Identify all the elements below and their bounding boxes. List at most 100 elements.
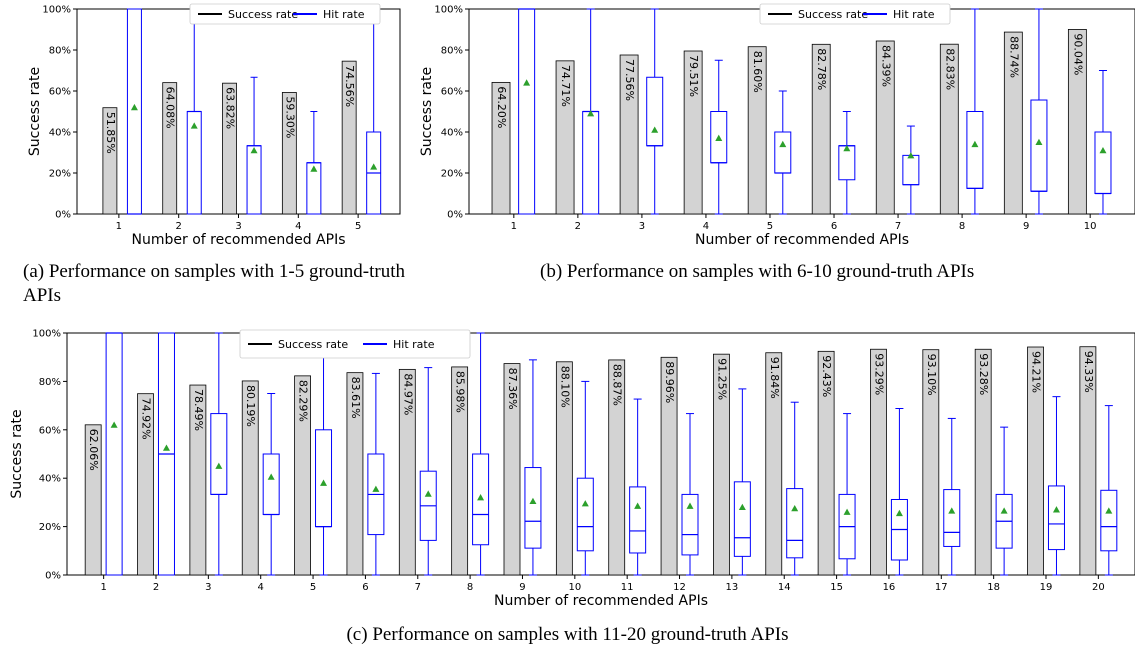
x-tick-label: 9 [1023,221,1029,232]
success-bar [608,359,626,576]
hit-mean-marker [895,509,903,517]
caption-b: (b) Performance on samples with 6-10 gro… [540,260,1120,284]
success-bar [491,81,511,215]
hit-mean-marker [310,165,318,172]
x-tick-label: 4 [703,221,709,232]
bar-value-label: 91.25% [715,358,728,400]
x-axis-label: Number of recommended APIs [494,593,708,609]
success-bar [660,356,678,576]
hit-mean-marker [320,479,328,486]
x-tick-label: 1 [511,221,517,232]
bar-value-label: 88.10% [558,366,571,408]
bar-value-label: 81.60% [751,51,764,93]
hit-mean-marker [1000,507,1008,514]
success-bar [875,40,895,215]
hit-box [262,453,280,515]
success-bar [1003,31,1023,215]
hit-box [576,477,594,552]
y-tick-label: 60% [39,425,61,436]
x-tick-label: 3 [235,221,241,232]
hit-mean-marker [791,504,799,512]
x-tick-label: 14 [778,582,791,593]
bar-value-label: 63.82% [224,87,237,129]
bar-value-label: 79.51% [687,55,700,97]
success-bar [619,54,639,215]
bar-value-label: 78.49% [192,389,205,431]
legend-box [239,329,471,359]
hit-box [210,413,228,495]
x-tick-label: 2 [175,221,181,232]
hit-mean-marker [843,144,851,152]
success-bar [765,352,783,576]
hit-box [1094,131,1112,194]
legend-hit-label: Hit rate [323,8,365,21]
x-tick-label: 9 [519,582,525,593]
bar-value-label: 93.29% [872,353,885,395]
bar-value-label: 93.10% [925,354,938,396]
hit-mean-marker [529,497,537,504]
bar-value-label: 94.33% [1082,351,1095,393]
x-tick-label: 13 [726,582,739,593]
hit-mean-marker [1099,146,1107,154]
hit-mean-marker [948,507,956,514]
x-tick-label: 2 [153,582,159,593]
bar-value-label: 84.97% [401,373,414,415]
x-tick-label: 12 [673,582,686,593]
bar-value-label: 83.61% [349,377,362,419]
success-bar [451,366,469,576]
x-tick-label: 18 [987,582,1000,593]
success-bar [281,92,297,215]
bar-value-label: 90.04% [1071,33,1084,75]
hit-mean-marker [370,163,378,170]
y-tick-label: 100% [434,5,463,16]
x-tick-label: 16 [883,582,896,593]
bar-value-label: 89.96% [663,361,676,403]
hit-mean-marker [971,140,979,148]
bar-value-label: 82.78% [815,48,828,90]
bar-value-label: 84.39% [879,45,892,87]
hit-mean-marker [651,126,659,133]
caption-c: (c) Performance on samples with 11-20 gr… [0,623,1135,647]
x-tick-label: 19 [1040,582,1053,593]
hit-box [246,145,262,215]
chart-c: 0% 20% 40% 60% 80% 100% 62.06% 1 74.92% 2 78.49% 3 8… [9,329,1135,609]
success-bar [84,424,102,576]
success-bar [922,349,940,576]
x-tick-label: 5 [355,221,361,232]
hit-mean-marker [523,79,531,86]
success-bar [294,375,311,576]
bar-value-label: 64.20% [495,86,508,128]
bar-value-label: 82.83% [943,48,956,90]
success-bar [870,348,887,576]
x-tick-label: 15 [830,582,843,593]
hit-box [681,493,699,556]
legend-box [759,3,951,25]
hit-box [524,467,542,549]
hit-mean-marker [190,122,198,129]
bar-value-label: 93.28% [977,353,990,395]
success-bar [713,353,730,576]
y-tick-label: 40% [39,474,61,485]
hit-box [105,332,123,576]
x-tick-label: 11 [621,582,634,593]
hit-mean-marker [1052,506,1060,513]
chart-b: 0% 20% 40% 60% 80% 100% 64.20% 1 74.71% 2 77.56% 3 7… [420,3,1135,248]
plot-frame [66,332,1135,576]
y-axis-label: Success rate [420,67,435,156]
y-tick-label: 0% [55,210,71,221]
hit-box [518,8,536,215]
y-tick-label: 0% [447,210,463,221]
hit-box [629,486,647,554]
hit-mean-marker [581,500,589,507]
x-axis-label: Number of recommended APIs [695,232,909,248]
bar-value-label: 51.85% [104,112,117,154]
hit-mean-marker [779,140,787,148]
success-bar [817,350,835,576]
legend-hit-label: Hit rate [393,338,435,351]
hit-box [646,76,664,147]
hit-mean-marker [634,502,642,509]
success-bar [555,361,573,576]
success-bar [1027,346,1044,576]
legend-success-label: Success rate [228,8,298,21]
bar-value-label: 74.56% [343,65,356,107]
